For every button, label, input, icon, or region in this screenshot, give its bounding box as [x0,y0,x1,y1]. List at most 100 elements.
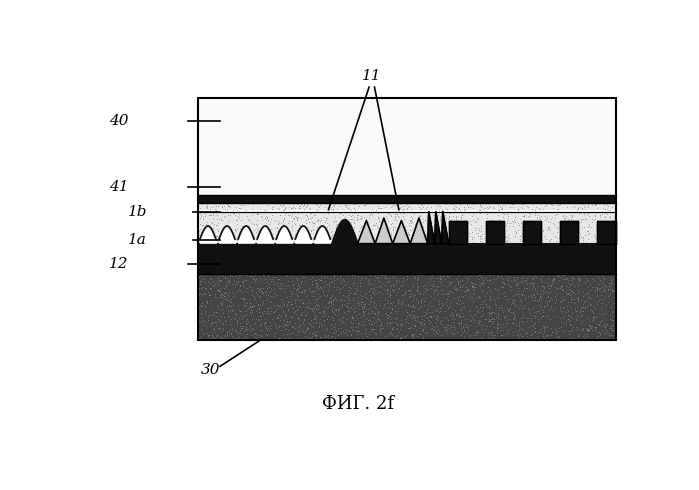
Point [519,286,530,294]
Point [360,324,371,332]
Point [205,279,216,287]
Point [310,279,322,287]
Point [578,202,589,210]
Point [199,320,210,328]
Point [526,292,537,300]
Point [212,238,224,245]
Point [384,291,395,299]
Point [582,325,593,333]
Point [296,311,307,319]
Point [204,205,215,213]
Point [204,291,215,298]
Point [365,291,376,299]
Point [250,220,261,228]
Point [526,314,537,321]
Point [269,336,280,344]
Point [339,325,350,333]
Point [391,223,403,231]
Point [226,329,237,337]
Point [194,280,206,288]
Point [433,304,444,312]
Point [599,228,610,236]
Point [521,329,533,337]
Point [433,296,444,304]
Point [396,205,408,213]
Point [501,217,512,225]
Point [285,300,296,308]
Point [265,298,276,306]
Point [531,273,542,281]
Point [226,295,237,303]
Point [275,316,286,324]
Point [405,314,417,322]
Point [273,275,284,283]
Point [377,324,388,332]
Point [336,209,347,217]
Point [405,221,416,229]
Point [517,335,528,343]
Point [431,285,442,293]
Point [552,291,563,298]
Point [387,219,398,226]
Point [408,322,419,330]
Point [356,222,368,230]
Point [476,238,487,245]
Point [389,223,401,231]
Point [236,231,247,239]
Point [462,285,473,293]
Point [335,228,346,236]
Point [301,201,312,209]
Point [566,325,577,333]
Point [470,217,482,224]
Point [554,276,565,284]
Point [591,285,603,293]
Point [293,233,304,241]
Point [597,225,608,233]
Point [236,313,247,321]
Point [375,330,387,338]
Point [245,231,257,239]
Point [256,319,267,327]
Point [561,320,572,328]
Point [402,230,413,238]
Point [459,327,470,335]
Point [527,219,538,227]
Point [387,305,398,313]
Point [328,219,339,226]
Point [241,285,252,293]
Polygon shape [332,244,347,269]
Point [362,332,373,340]
Point [226,316,237,323]
Point [524,334,535,342]
Point [565,280,577,288]
Point [473,206,484,214]
Point [599,334,610,342]
Point [319,334,331,342]
Point [545,200,556,208]
Point [484,316,496,323]
Point [340,328,352,336]
Point [350,316,361,324]
Point [426,271,438,279]
Point [549,324,561,332]
Point [290,220,301,228]
Point [294,284,305,292]
Point [354,282,366,290]
Point [550,214,561,221]
Point [582,336,593,343]
Point [540,235,551,243]
Point [274,301,285,309]
Point [199,316,210,323]
Point [533,308,544,316]
Point [398,276,409,284]
Point [330,234,341,242]
Point [379,273,390,281]
Polygon shape [582,244,599,268]
Point [301,238,312,245]
Point [583,313,594,321]
Point [579,210,590,218]
Point [424,281,435,289]
Point [496,220,507,228]
Point [597,295,608,303]
Point [340,201,351,209]
